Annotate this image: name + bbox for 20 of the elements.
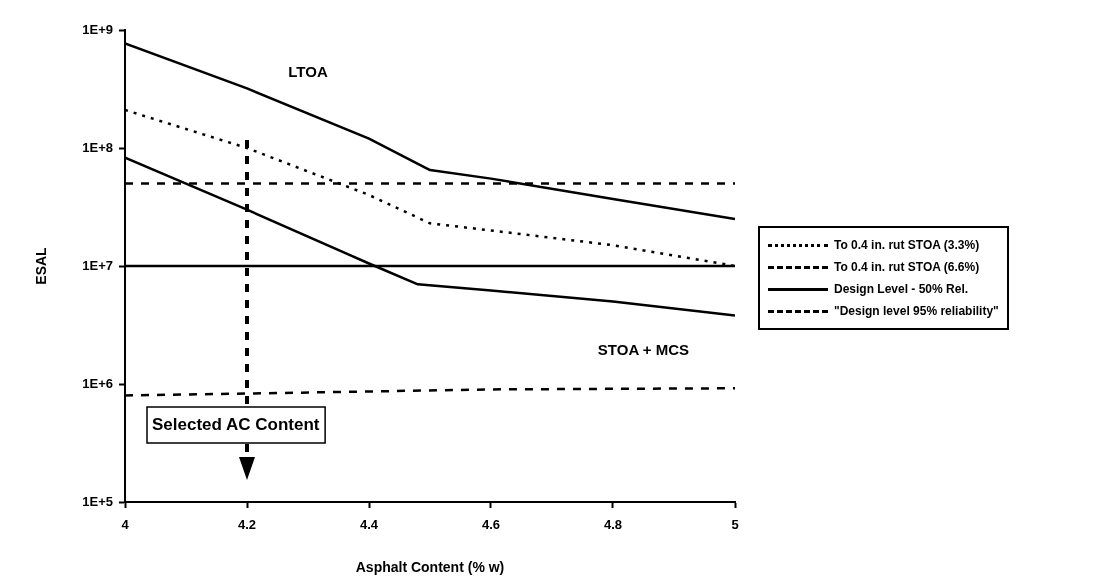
y-tick-label: 1E+5 xyxy=(82,493,113,509)
y-tick-label: 1E+7 xyxy=(82,257,113,273)
x-tick-label: 4.4 xyxy=(359,517,379,533)
y-axis-title: ESAL xyxy=(33,246,50,285)
ref-line-label: Selected AC Content xyxy=(152,414,320,434)
annotation: LTOA xyxy=(288,62,328,80)
legend-label: "Design level 95% reliability" xyxy=(834,304,999,318)
legend-label: To 0.4 in. rut STOA (6.6%) xyxy=(834,260,980,274)
x-tick-label: 5 xyxy=(731,517,739,533)
x-tick-label: 4.6 xyxy=(481,517,501,533)
x-tick-label: 4.8 xyxy=(603,517,623,533)
y-tick-label: 1E+6 xyxy=(82,375,113,391)
y-tick-label: 1E+9 xyxy=(82,21,113,37)
x-tick-label: 4.2 xyxy=(237,517,257,533)
legend-label: Design Level - 50% Rel. xyxy=(834,282,969,296)
x-axis-title: Asphalt Content (% w) xyxy=(355,559,505,576)
x-tick-label: 4 xyxy=(121,517,130,533)
legend-label: To 0.4 in. rut STOA (3.3%) xyxy=(834,238,980,252)
annotation: STOA + MCS xyxy=(597,341,690,359)
y-tick-label: 1E+8 xyxy=(82,139,113,155)
